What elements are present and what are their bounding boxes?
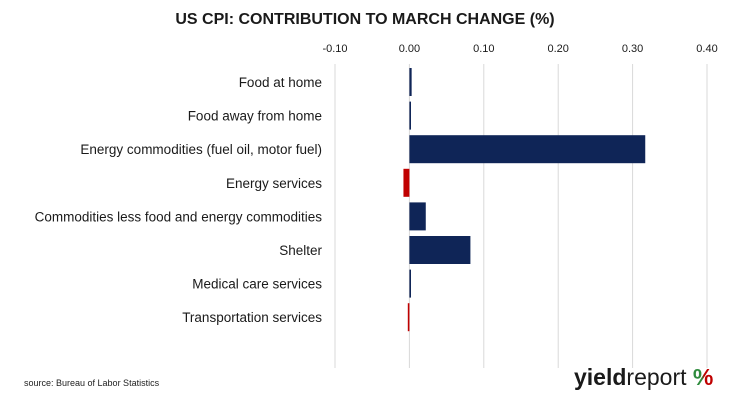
bar bbox=[409, 68, 412, 96]
logo-text-yield: yield bbox=[574, 364, 627, 390]
x-tick-label: 0.20 bbox=[547, 43, 568, 55]
x-tick-label: 0.30 bbox=[622, 43, 643, 55]
yieldreport-logo: yieldreport % bbox=[574, 364, 713, 391]
bar bbox=[409, 101, 411, 130]
percent-icon: % bbox=[692, 364, 714, 390]
category-label: Energy services bbox=[226, 176, 322, 191]
logo-text-report: report bbox=[626, 364, 687, 390]
category-label: Commodities less food and energy commodi… bbox=[35, 209, 323, 224]
category-label: Medical care services bbox=[192, 277, 322, 292]
bar bbox=[403, 168, 410, 197]
category-label: Food at home bbox=[239, 75, 322, 90]
x-axis-ticks: -0.10 0.00 0.10 0.20 0.30 0.40 bbox=[322, 43, 717, 55]
bars bbox=[403, 68, 646, 332]
category-label: Energy commodities (fuel oil, motor fuel… bbox=[80, 142, 322, 157]
bar bbox=[409, 236, 471, 264]
x-tick-label: -0.10 bbox=[322, 43, 347, 55]
category-label: Shelter bbox=[279, 243, 322, 258]
category-labels: Food at home Food away from home Energy co… bbox=[35, 75, 323, 325]
x-tick-label: 0.00 bbox=[399, 43, 420, 55]
source-note: source: Bureau of Labor Statistics bbox=[24, 378, 160, 388]
chart-title: US CPI: CONTRIBUTION TO MARCH CHANGE (%) bbox=[175, 11, 555, 28]
bar bbox=[409, 269, 411, 298]
bar bbox=[409, 135, 646, 164]
category-label: Transportation services bbox=[182, 310, 322, 325]
x-tick-label: 0.10 bbox=[473, 43, 494, 55]
x-tick-label: 0.40 bbox=[696, 43, 717, 55]
gridlines bbox=[334, 64, 708, 368]
bar bbox=[409, 202, 426, 231]
category-label: Food away from home bbox=[188, 109, 322, 124]
bar bbox=[407, 303, 410, 332]
